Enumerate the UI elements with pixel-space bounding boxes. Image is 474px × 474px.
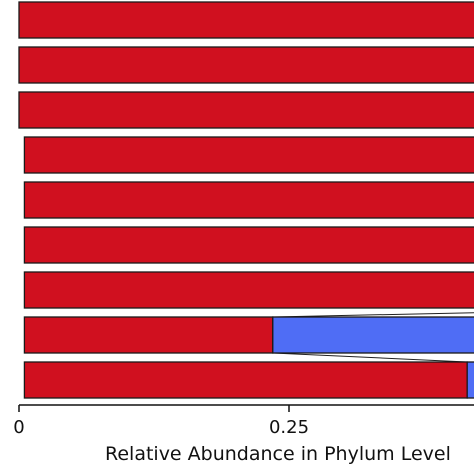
bar-segment-row5-series1 [23, 181, 474, 219]
x-axis: 00.250.50.75 [13, 404, 474, 438]
bar-segment-row2-series1 [18, 46, 474, 84]
connector-line [272, 352, 468, 363]
x-axis-title: Relative Abundance in Phylum Level [105, 443, 451, 465]
connector-line [272, 312, 474, 318]
bar-segment-row9-series2 [466, 361, 474, 399]
x-tick-label: 0.25 [269, 417, 309, 438]
bar-segment-row4-series1 [23, 136, 474, 174]
bar-segment-row8-series2 [272, 316, 474, 354]
connectors-layer [272, 312, 474, 363]
bar-segment-row8-series1 [23, 316, 274, 354]
bars-layer [18, 1, 474, 399]
bar-segment-row1-series1 [18, 1, 474, 39]
bar-segment-row9-series1 [23, 361, 468, 399]
bar-segment-row6-series1 [23, 226, 474, 264]
bar-segment-row7-series1 [23, 271, 474, 309]
x-tick-label: 0 [13, 417, 24, 438]
bar-segment-row3-series1 [18, 91, 474, 129]
